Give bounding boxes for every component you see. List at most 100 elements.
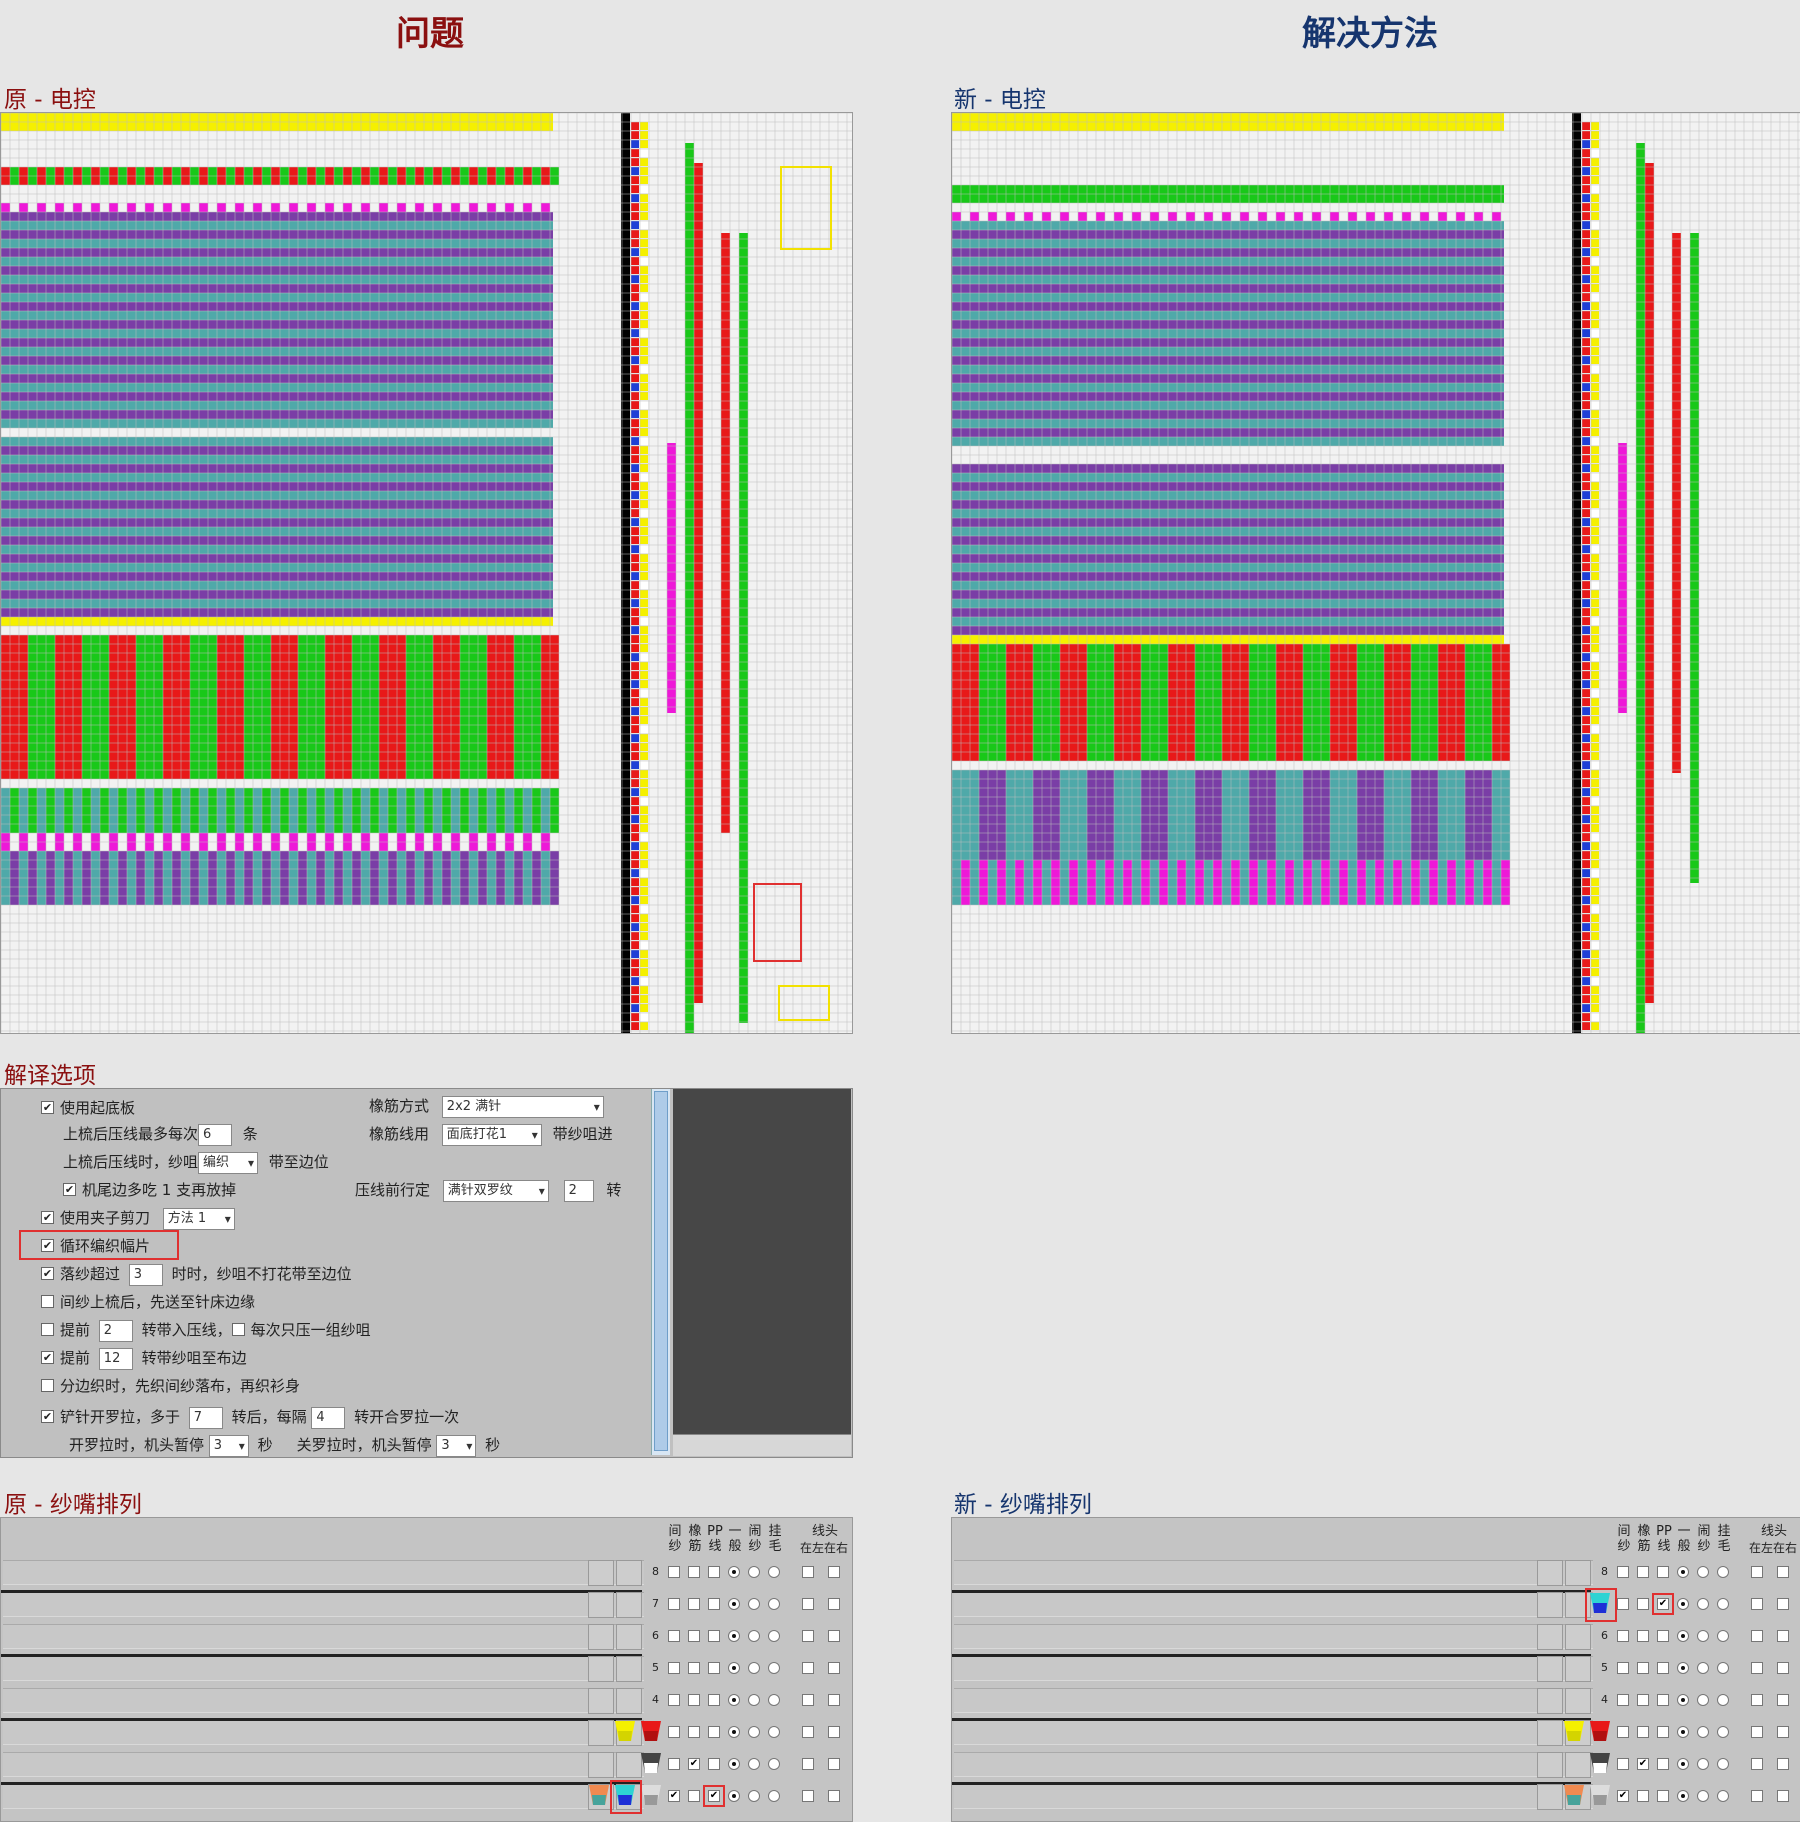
carrier-slot[interactable] — [1537, 1624, 1563, 1650]
carrier-checkbox[interactable] — [1617, 1662, 1629, 1674]
carrier-slot[interactable] — [588, 1720, 614, 1746]
carrier-radio[interactable] — [1697, 1758, 1709, 1770]
yarn-cone-cyan-icon[interactable] — [614, 1784, 636, 1806]
carrier-slot[interactable] — [588, 1656, 614, 1682]
carrier-checkbox[interactable]: ✔ — [1617, 1790, 1629, 1802]
carrier-radio[interactable] — [748, 1790, 760, 1802]
thread-head-checkbox[interactable] — [802, 1630, 814, 1642]
carrier-slot[interactable] — [616, 1592, 642, 1618]
checkbox-icon[interactable]: ✔ — [41, 1351, 54, 1364]
carrier-track-6[interactable] — [3, 1624, 644, 1649]
carrier-radio[interactable] — [1717, 1566, 1729, 1578]
carrier-slot[interactable] — [616, 1656, 642, 1682]
carrier-checkbox[interactable] — [688, 1662, 700, 1674]
carrier-radio[interactable] — [728, 1630, 740, 1642]
carrier-checkbox[interactable] — [1617, 1598, 1629, 1610]
rib-yarn-select[interactable]: 面底打花1 — [441, 1123, 542, 1146]
thread-head-checkbox[interactable] — [1751, 1662, 1763, 1674]
drop-input[interactable]: 3 — [128, 1263, 163, 1286]
thread-head-checkbox[interactable] — [802, 1790, 814, 1802]
carrier-radio[interactable] — [1677, 1790, 1689, 1802]
carrier-radio[interactable] — [768, 1566, 780, 1578]
carrier-radio[interactable] — [768, 1790, 780, 1802]
opt-use-clip[interactable]: ✔ 使用夹子剪刀 方法 1 — [41, 1207, 235, 1230]
carrier-checkbox[interactable] — [1657, 1630, 1669, 1642]
carrier-radio[interactable] — [728, 1566, 740, 1578]
carrier-checkbox[interactable] — [1637, 1694, 1649, 1706]
carrier-checkbox[interactable] — [708, 1630, 720, 1642]
checkbox-icon[interactable] — [231, 1323, 245, 1336]
yarn-cone-yellow-icon[interactable] — [1563, 1720, 1585, 1742]
carrier-slot[interactable] — [1565, 1656, 1591, 1682]
opt-tail[interactable]: ✔ 机尾边多吃 1 支再放掉 — [63, 1179, 236, 1200]
thread-head-checkbox[interactable] — [828, 1662, 840, 1674]
rib-method-select[interactable]: 2x2 满针 — [441, 1095, 604, 1118]
thread-head-checkbox[interactable] — [1777, 1790, 1789, 1802]
thread-head-checkbox[interactable] — [1751, 1694, 1763, 1706]
carrier-checkbox[interactable] — [1617, 1726, 1629, 1738]
checkbox-icon[interactable]: ✔ — [41, 1239, 54, 1252]
carrier-radio[interactable] — [728, 1598, 740, 1610]
carrier-slot[interactable] — [1565, 1560, 1591, 1586]
carrier-track-7[interactable] — [3, 1592, 644, 1617]
thread-head-checkbox[interactable] — [1777, 1566, 1789, 1578]
thread-head-checkbox[interactable] — [802, 1598, 814, 1610]
thread-head-checkbox[interactable] — [802, 1662, 814, 1674]
carrier-radio[interactable] — [1717, 1758, 1729, 1770]
carrier-radio[interactable] — [1677, 1598, 1689, 1610]
opt-interval[interactable]: 间纱上梳后，先送至针床边缘 — [41, 1291, 255, 1312]
carrier-checkbox[interactable] — [1657, 1566, 1669, 1578]
carrier-checkbox[interactable] — [668, 1662, 680, 1674]
carrier-radio[interactable] — [1677, 1694, 1689, 1706]
yarn-cone-yellow-icon[interactable] — [614, 1720, 636, 1742]
carrier-checkbox[interactable]: ✔ — [1657, 1598, 1669, 1610]
carrier-checkbox[interactable] — [1617, 1630, 1629, 1642]
carrier-track-2[interactable] — [954, 1752, 1593, 1777]
carrier-slot[interactable] — [1537, 1656, 1563, 1682]
opt-use-bottom-plate[interactable]: ✔ 使用起底板 — [41, 1097, 135, 1118]
thread-head-checkbox[interactable] — [828, 1630, 840, 1642]
carrier-track-7[interactable] — [954, 1592, 1593, 1617]
carrier-slot[interactable] — [1537, 1560, 1563, 1586]
carrier-slot[interactable] — [1537, 1688, 1563, 1714]
thread-head-checkbox[interactable] — [828, 1598, 840, 1610]
carrier-slot[interactable] — [1537, 1784, 1563, 1810]
carrier-radio[interactable] — [1717, 1662, 1729, 1674]
carrier-track-5[interactable] — [3, 1656, 644, 1681]
carrier-checkbox[interactable] — [1657, 1694, 1669, 1706]
thread-head-checkbox[interactable] — [1751, 1598, 1763, 1610]
thread-head-checkbox[interactable] — [828, 1726, 840, 1738]
orig-pattern-panel[interactable] — [0, 112, 853, 1034]
yarn-cone-white-icon[interactable] — [1589, 1784, 1611, 1806]
press-turns-input[interactable]: 2 — [563, 1179, 594, 1202]
carrier-radio[interactable] — [768, 1726, 780, 1738]
carrier-radio[interactable] — [1697, 1598, 1709, 1610]
carrier-checkbox[interactable] — [688, 1694, 700, 1706]
carrier-track-1[interactable] — [954, 1784, 1593, 1809]
carrier-checkbox[interactable]: ✔ — [668, 1790, 680, 1802]
new-pattern-panel[interactable] — [951, 112, 1800, 1034]
carrier-radio[interactable] — [1697, 1566, 1709, 1578]
thread-head-checkbox[interactable] — [1777, 1758, 1789, 1770]
yarn-cone-gray-icon[interactable] — [640, 1752, 662, 1774]
thread-head-checkbox[interactable] — [828, 1790, 840, 1802]
carrier-checkbox[interactable] — [1657, 1662, 1669, 1674]
carrier-radio[interactable] — [1677, 1726, 1689, 1738]
carrier-checkbox[interactable] — [1657, 1790, 1669, 1802]
carrier-track-5[interactable] — [954, 1656, 1593, 1681]
carrier-checkbox[interactable] — [668, 1598, 680, 1610]
close-pause-select[interactable]: 3 — [436, 1434, 477, 1457]
advance1-input[interactable]: 2 — [98, 1319, 133, 1342]
yarn-cone-red-icon[interactable] — [1589, 1720, 1611, 1742]
clip-method-select[interactable]: 方法 1 — [162, 1207, 235, 1230]
opt-loop-knit[interactable]: ✔ 循环编织幅片 — [41, 1235, 150, 1256]
carrier-checkbox[interactable] — [708, 1598, 720, 1610]
yarn-cone-orange-icon[interactable] — [588, 1784, 610, 1806]
carrier-radio[interactable] — [748, 1726, 760, 1738]
carrier-radio[interactable] — [768, 1758, 780, 1770]
carrier-radio[interactable] — [1717, 1630, 1729, 1642]
thread-head-checkbox[interactable] — [1777, 1726, 1789, 1738]
carrier-checkbox[interactable]: ✔ — [1637, 1758, 1649, 1770]
press-select[interactable]: 满针双罗纹 — [442, 1179, 549, 1202]
carrier-checkbox[interactable] — [1657, 1758, 1669, 1770]
